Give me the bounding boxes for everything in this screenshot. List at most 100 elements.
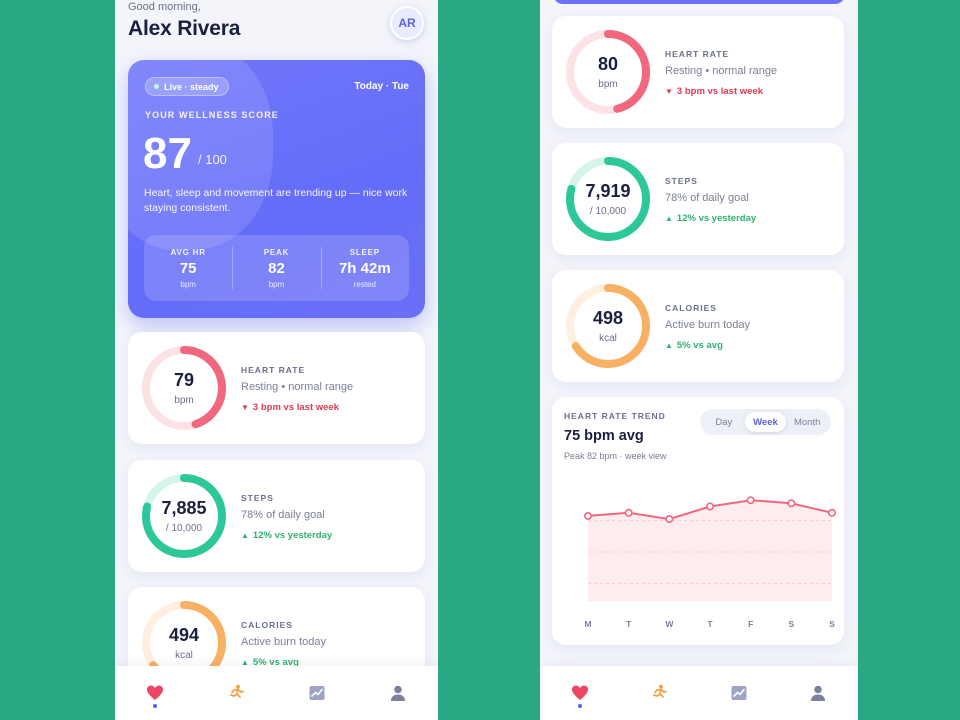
triangle-down-icon: ▼ [665,87,673,96]
metric-trend: ▼ 3 bpm vs last week [241,402,339,413]
metric-description: Resting • normal range [241,381,354,393]
metric-label: CALORIES [241,620,293,630]
metric-trend: ▲ 12% vs yesterday [241,530,332,541]
wellness-card-edge [553,0,845,4]
metric-description: Active burn today [241,636,326,648]
trend-title: 75 bpm avg [564,428,644,444]
triangle-down-icon: ▼ [241,403,249,412]
tab-user[interactable] [798,673,838,713]
heart-rate-card[interactable]: 80 bpm HEART RATE Resting • normal range… [552,16,844,128]
stat-unit: bpm [268,279,285,289]
heart-rate-card[interactable]: 79 bpm HEART RATE Resting • normal range… [128,332,425,444]
metric-unit: kcal [175,650,193,661]
stat-unit: rested [353,279,376,289]
metric-trend-text: 5% vs avg [676,340,723,351]
segment-day[interactable]: Day [715,416,733,428]
metric-value: 7,919 [585,181,631,201]
stat-peak: PEAK 82 bpm [232,235,320,301]
wellness-score-label: YOUR WELLNESS SCORE [145,110,279,120]
metric-trend-text: 12% vs yesterday [252,530,333,541]
trend-point [706,502,715,511]
segment-week[interactable]: Week [744,412,787,432]
phone-screen-right: 80 bpm HEART RATE Resting • normal range… [540,0,858,720]
metric-trend: ▲ 12% vs yesterday [665,213,756,224]
heart-icon [571,685,588,700]
metric-trend-text: 3 bpm vs last week [252,402,339,413]
stat-label: AVG HR [170,247,206,257]
tab-chart[interactable] [297,673,337,713]
tab-running[interactable] [639,673,679,713]
greeting-text: Good morning, [128,1,201,13]
metric-label: HEART RATE [665,49,730,59]
stat-value: 75 [179,259,197,277]
ring-center: 7,885 / 10,000 [140,472,228,560]
trend-label: HEART RATE TREND [564,411,666,421]
progress-ring [566,157,650,241]
calories-card[interactable]: 498 kcal CALORIES Active burn today ▲ 5%… [552,270,844,382]
metric-label: STEPS [241,493,274,503]
wellness-description: Heart, sleep and movement are trending u… [144,187,408,214]
metric-trend: ▲ 5% vs avg [665,340,723,351]
x-tick-label: W [665,619,674,629]
tab-chart[interactable] [719,673,759,713]
wellness-score-value: 87 [143,129,192,178]
stat-value: 82 [268,259,285,277]
bottom-tab-bar [115,666,438,720]
metric-description: 78% of daily goal [241,509,325,521]
metric-description: Active burn today [665,319,750,331]
avatar[interactable]: AR [390,6,424,40]
triangle-up-icon: ▲ [665,341,673,350]
x-tick-label: T [626,619,632,629]
heart-icon [147,685,164,700]
steps-card[interactable]: 7,919 / 10,000 STEPS 78% of daily goal ▲… [552,143,844,255]
trend-point [624,508,633,517]
x-tick-label: M [584,619,591,629]
wellness-score-card[interactable]: Live · steady Today · Tue YOUR WELLNESS … [128,60,425,318]
phone-screen-left: Good morning, Alex Rivera AR Live · stea… [115,0,438,720]
stat-value: 7h 42m [338,259,391,277]
live-dot-icon [154,84,159,89]
live-status-badge: Live · steady [145,77,229,96]
metric-trend-text: 12% vs yesterday [676,213,757,224]
chart-icon [309,686,325,700]
metric-value: 494 [168,625,200,645]
stat-label: PEAK [263,247,290,257]
triangle-up-icon: ▲ [241,658,249,667]
trend-area [588,500,832,601]
x-tick-label: S [829,619,835,629]
progress-ring [566,284,650,368]
metric-label: CALORIES [665,303,717,313]
metric-description: Resting • normal range [665,65,778,77]
tab-heart[interactable] [135,673,175,713]
metric-unit: / 10,000 [589,206,627,217]
trend-subtitle: Peak 82 bpm · week view [564,451,667,461]
tab-heart[interactable] [560,673,600,713]
trend-point [746,496,755,505]
ring-center: 494 kcal [140,599,228,687]
x-tick-label: F [748,619,753,629]
metric-unit: kcal [599,333,617,344]
stat-avg-hr: AVG HR 75 bpm [144,235,232,301]
bottom-tab-bar [540,666,858,720]
steps-card[interactable]: 7,885 / 10,000 STEPS 78% of daily goal ▲… [128,460,425,572]
ring-center: 498 kcal [564,282,652,370]
active-tab-indicator [577,704,582,708]
triangle-up-icon: ▲ [665,214,673,223]
chart-icon [731,686,747,700]
stat-label: SLEEP [349,247,380,257]
wellness-score-max: / 100 [198,152,227,167]
metric-trend-text: 5% vs avg [252,657,299,668]
tab-user[interactable] [378,673,418,713]
tab-running[interactable] [216,673,256,713]
running-icon [653,684,668,698]
metric-unit: bpm [598,79,618,90]
active-tab-indicator [153,704,158,708]
segment-month[interactable]: Month [793,416,821,428]
metric-description: 78% of daily goal [665,192,749,204]
trend-point [787,499,796,508]
ring-center: 7,919 / 10,000 [564,155,652,243]
progress-ring [566,30,650,114]
stat-unit: bpm [180,279,196,289]
metric-trend-text: 3 bpm vs last week [676,86,763,97]
